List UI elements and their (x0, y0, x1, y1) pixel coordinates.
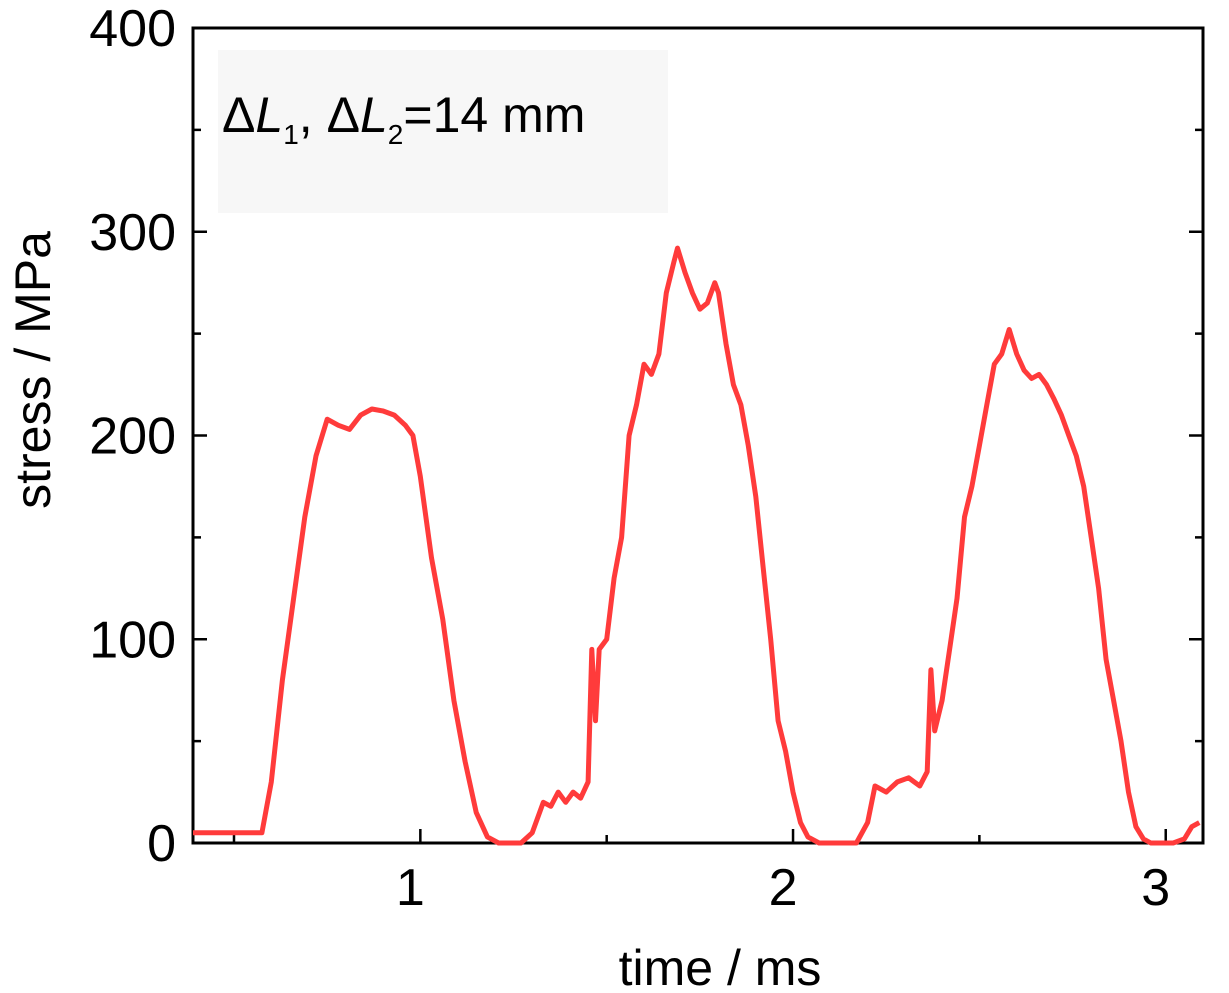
x-tick-label: 1 (396, 859, 425, 917)
y-tick-label: 400 (89, 0, 176, 58)
y-tick-label: 300 (89, 204, 176, 262)
annotation-part: 1 (283, 119, 299, 150)
annotation-part: , Δ (299, 87, 360, 143)
annotation-box (218, 50, 668, 213)
plot-frame (191, 26, 1205, 845)
annotation-part: Δ (222, 87, 255, 143)
annotation-part: L (255, 87, 283, 143)
x-tick-label: 3 (1141, 859, 1170, 917)
y-tick-label: 0 (147, 815, 176, 873)
y-axis-label: stress / MPa (5, 231, 61, 509)
x-tick-label: 2 (769, 859, 798, 917)
annotation-part: =14 mm (403, 87, 585, 143)
annotation-part: 2 (388, 119, 404, 150)
annotation: ΔL1, ΔL2=14 mm (222, 87, 585, 150)
x-axis-label: time / ms (619, 940, 822, 988)
line-series (193, 245, 1201, 846)
annotation-part: L (360, 87, 388, 143)
y-tick-label: 100 (89, 611, 176, 669)
y-tick-label: 200 (89, 408, 176, 466)
